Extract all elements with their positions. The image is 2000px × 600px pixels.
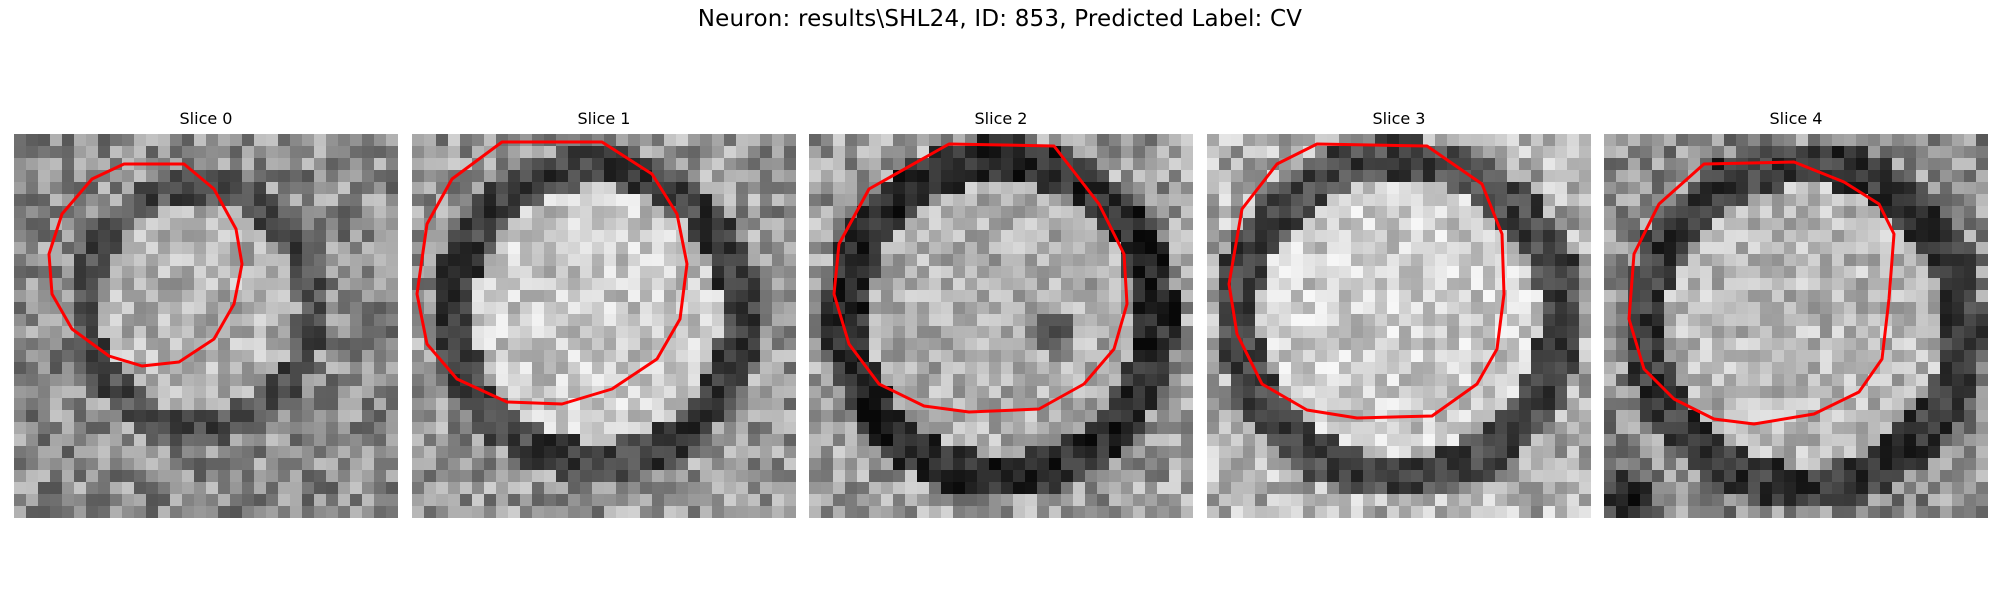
slice-canvas-1	[412, 134, 796, 518]
slice-image-1	[412, 134, 796, 518]
slice-title-3: Slice 3	[1207, 108, 1591, 130]
slice-image-2	[809, 134, 1193, 518]
slice-title-0: Slice 0	[14, 108, 398, 130]
figure-title: Neuron: results\SHL24, ID: 853, Predicte…	[0, 6, 2000, 32]
slice-canvas-0	[14, 134, 398, 518]
slice-title-2: Slice 2	[809, 108, 1193, 130]
slice-image-3	[1207, 134, 1591, 518]
slice-panel-2: Slice 2	[809, 108, 1193, 130]
slice-title-1: Slice 1	[412, 108, 796, 130]
slice-image-4	[1604, 134, 1988, 518]
slice-canvas-3	[1207, 134, 1591, 518]
slice-panel-0: Slice 0	[14, 108, 398, 130]
slice-panel-4: Slice 4	[1604, 108, 1988, 130]
slice-panel-3: Slice 3	[1207, 108, 1591, 130]
slice-canvas-4	[1604, 134, 1988, 518]
slice-panel-1: Slice 1	[412, 108, 796, 130]
slice-canvas-2	[809, 134, 1193, 518]
slice-title-4: Slice 4	[1604, 108, 1988, 130]
slice-image-0	[14, 134, 398, 518]
